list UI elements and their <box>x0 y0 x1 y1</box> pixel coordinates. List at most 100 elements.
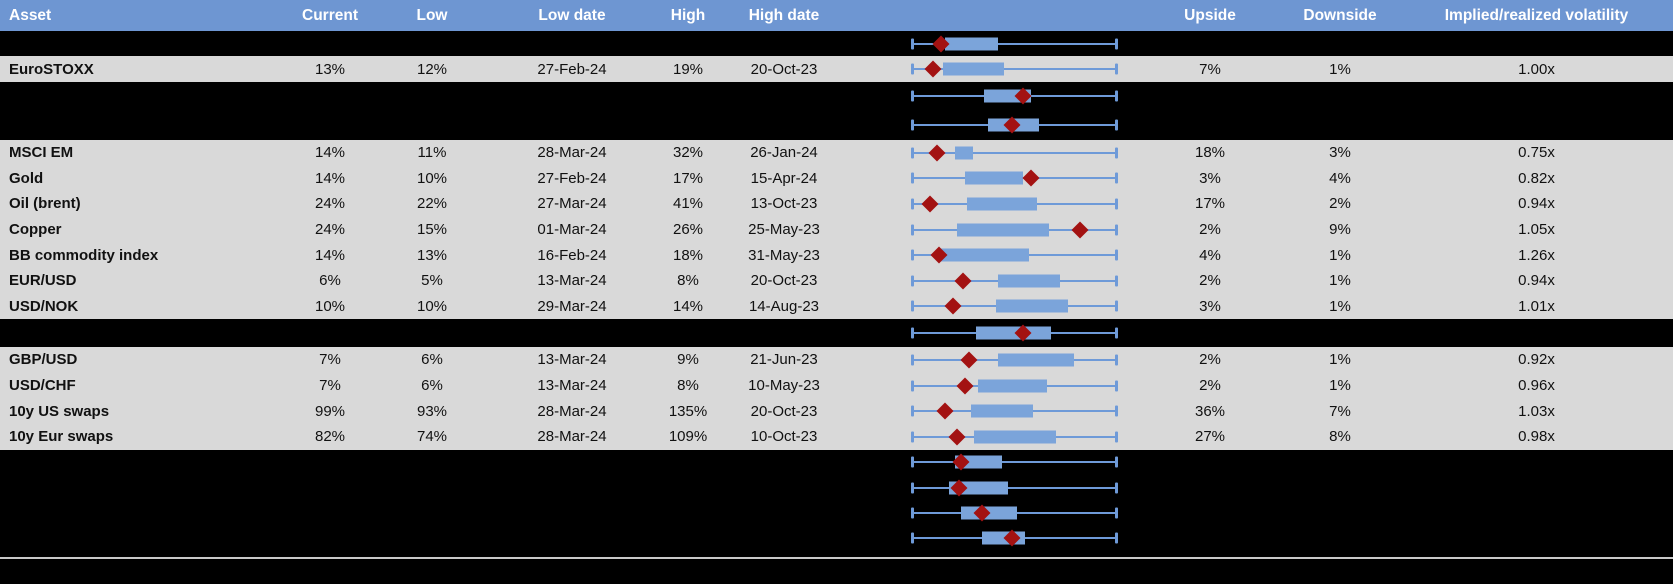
cell-high-date <box>716 500 852 525</box>
cell-high-date: 31-May-23 <box>748 246 820 264</box>
cell-current: 99% <box>314 402 346 420</box>
cell-asset: EuroSTOXX <box>9 60 94 78</box>
cell-impl-real: 0.94x <box>1518 272 1555 290</box>
whisker-cap-left <box>911 147 914 159</box>
cell-high-date: 14-Aug-23 <box>748 297 820 315</box>
whisker-line <box>912 486 1117 489</box>
range-chart-cell <box>852 319 1140 347</box>
current-level-diamond-icon <box>936 402 954 420</box>
cell-impl-real <box>1400 82 1673 110</box>
cell-upside <box>1140 31 1280 56</box>
asset-row: USD/CHF 7% 6% 13-Mar-24 8% 10-May-23 2% 1% 0.96x <box>0 372 1673 399</box>
whisker-cap-right <box>1115 198 1118 210</box>
box-range <box>965 171 1023 185</box>
box-range <box>967 197 1038 211</box>
box-range <box>998 274 1060 288</box>
whisker-cap-left <box>911 172 914 184</box>
min-max-box-plot <box>911 191 1118 217</box>
cell-high-date: 25-May-23 <box>748 221 820 239</box>
whisker-cap-left <box>911 456 914 468</box>
min-max-box-plot <box>911 217 1118 243</box>
cell-low-date: 28-Mar-24 <box>537 428 607 446</box>
cell-asset <box>0 110 280 140</box>
column-header-high: High <box>670 6 706 24</box>
cell-high-date: 15-Apr-24 <box>750 169 818 187</box>
spacer-row <box>0 31 1673 57</box>
box-range <box>998 353 1074 367</box>
whisker-line <box>912 68 1117 71</box>
cell-low: 6% <box>421 351 443 369</box>
cell-upside <box>1140 82 1280 110</box>
cell-low <box>380 82 484 110</box>
column-header-high-date: High date <box>748 6 820 24</box>
whisker-cap-right <box>1115 431 1118 443</box>
cell-high-date: 10-Oct-23 <box>750 428 818 446</box>
cell-low-date: 16-Feb-24 <box>537 246 607 264</box>
asset-row: USD/NOK 10% 10% 29-Mar-24 14% 14-Aug-23 3% 1% 1.… <box>0 293 1673 320</box>
current-level-diamond-icon <box>1071 221 1089 239</box>
cell-low <box>380 319 484 347</box>
spacer-row <box>0 500 1673 526</box>
cell-high-date <box>716 82 852 110</box>
asset-row: GBP/USD 7% 6% 13-Mar-24 9% 21-Jun-23 2% 1% 0.92x <box>0 347 1673 373</box>
cell-high-date: 26-Jan-24 <box>750 144 818 162</box>
cell-high: 18% <box>672 246 704 264</box>
cell-downside: 4% <box>1329 169 1351 187</box>
cell-impl-real: 0.75x <box>1518 144 1555 162</box>
range-chart-cell <box>852 424 1140 450</box>
min-max-box-plot <box>911 140 1118 166</box>
box-range <box>940 248 1029 262</box>
min-max-box-plot <box>911 500 1118 525</box>
cell-high: 8% <box>677 377 699 395</box>
cell-high <box>660 82 716 110</box>
whisker-cap-right <box>1115 90 1118 102</box>
cell-downside: 3% <box>1329 144 1351 162</box>
cell-asset: 10y Eur swaps <box>9 428 114 446</box>
box-range <box>942 62 1005 76</box>
min-max-box-plot <box>911 110 1118 140</box>
whisker-cap-left <box>911 354 914 366</box>
whisker-cap-left <box>911 198 914 210</box>
spacer-row <box>0 81 1673 110</box>
cell-low-date: 01-Mar-24 <box>537 221 607 239</box>
column-header-implied-realized-volatility: Implied/realized volatility <box>1444 6 1629 24</box>
spacer-row <box>0 319 1673 348</box>
min-max-box-plot <box>911 319 1118 347</box>
cell-low: 6% <box>421 377 443 395</box>
current-level-diamond-icon <box>921 195 939 213</box>
cell-asset <box>0 526 280 551</box>
range-chart-cell <box>852 526 1140 551</box>
asset-row: Oil (brent) 24% 22% 27-Mar-24 41% 13-Oct-23 17… <box>0 191 1673 217</box>
cell-downside: 7% <box>1329 402 1351 420</box>
cell-current: 7% <box>319 377 341 395</box>
cell-asset: USD/CHF <box>9 377 76 395</box>
cell-downside: 2% <box>1329 195 1351 213</box>
whisker-cap-right <box>1115 456 1118 468</box>
cell-upside <box>1140 500 1280 525</box>
cell-upside: 2% <box>1199 377 1221 395</box>
cell-asset: 10y US swaps <box>9 402 110 420</box>
range-chart-cell <box>852 373 1140 399</box>
cell-downside <box>1280 110 1400 140</box>
cell-asset: Gold <box>9 169 44 187</box>
bottom-divider-line <box>0 557 1673 560</box>
cell-current <box>280 500 380 525</box>
range-chart-cell <box>852 268 1140 294</box>
range-chart-cell <box>852 82 1140 110</box>
min-max-box-plot <box>911 450 1118 475</box>
cell-high <box>660 475 716 500</box>
cell-upside <box>1140 475 1280 500</box>
cell-current <box>280 319 380 347</box>
cell-high: 41% <box>672 195 704 213</box>
cell-downside: 1% <box>1329 351 1351 369</box>
cell-downside <box>1280 475 1400 500</box>
cell-current: 24% <box>314 195 346 213</box>
whisker-cap-left <box>911 380 914 392</box>
whisker-cap-left <box>911 507 914 519</box>
cell-high: 109% <box>668 428 708 446</box>
cell-impl-real: 1.00x <box>1518 60 1555 78</box>
min-max-box-plot <box>911 475 1118 500</box>
cell-downside: 1% <box>1329 246 1351 264</box>
cell-low-date: 13-Mar-24 <box>537 272 607 290</box>
cell-asset <box>0 450 280 475</box>
